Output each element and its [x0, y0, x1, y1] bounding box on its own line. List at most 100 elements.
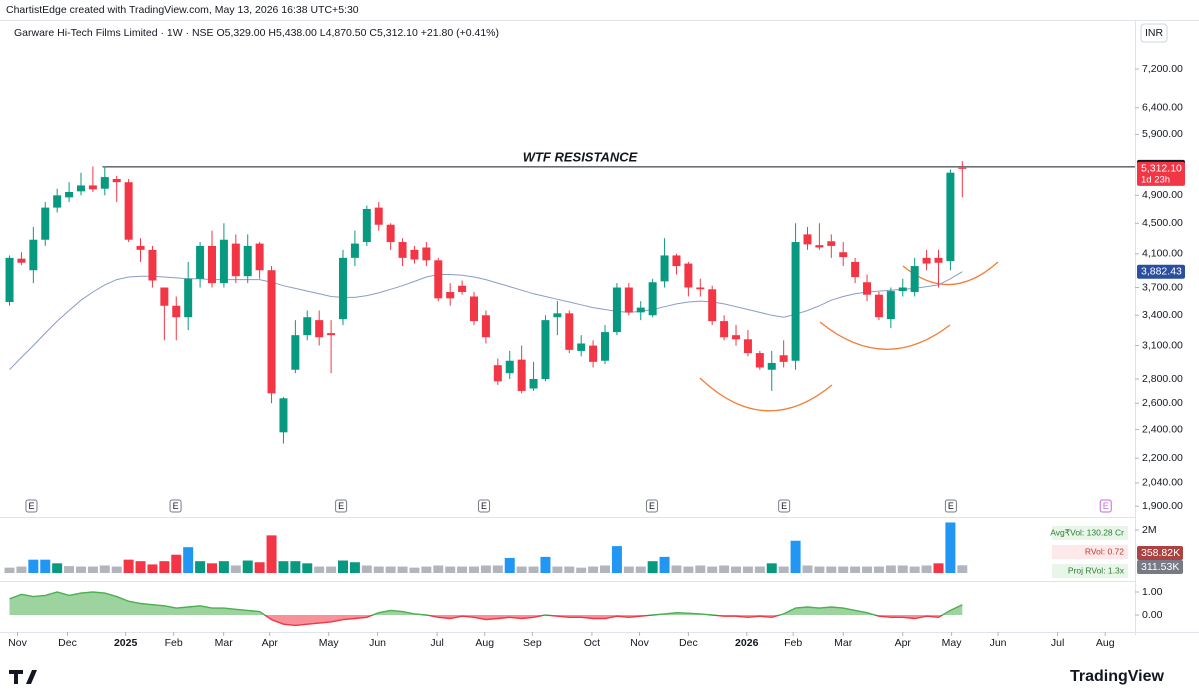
volume-bar: [302, 563, 313, 573]
volume-ma-label: 311.53K: [1141, 561, 1179, 573]
candle-body: [231, 243, 240, 277]
y-tick-label: 2,040.00: [1142, 477, 1183, 489]
volume-bar: [611, 546, 622, 573]
currency: INR: [1145, 27, 1164, 39]
candle-body: [660, 255, 669, 282]
candle-body: [827, 241, 836, 246]
volume-bar: [814, 566, 825, 573]
y-tick-label: 2,400.00: [1142, 423, 1183, 435]
volume-bar: [552, 566, 563, 573]
volume-bar: [576, 567, 587, 573]
y-tick-label: 1,900.00: [1142, 500, 1183, 512]
candle-body: [934, 257, 943, 263]
candle-body: [612, 287, 621, 333]
candle-body: [601, 332, 610, 361]
earnings-marker: [1099, 499, 1112, 513]
candle-body: [17, 258, 26, 263]
currency-box[interactable]: [1140, 23, 1168, 43]
candle-body: [839, 252, 848, 258]
y-tick-label: 2,800.00: [1142, 373, 1183, 385]
volume-bar: [290, 561, 301, 573]
volume-stat-box: [1052, 564, 1128, 578]
candle-body: [76, 185, 85, 192]
volume-bar: [338, 560, 349, 573]
volume-bar: [195, 561, 206, 573]
volume-bar: [266, 535, 277, 573]
candle-body: [243, 245, 252, 277]
divider: [0, 20, 1199, 21]
volume-bar: [75, 566, 86, 573]
volume-bar: [945, 522, 956, 573]
volume-bar: [659, 556, 670, 573]
x-tick-label: Jul: [430, 637, 443, 649]
candle-body: [374, 207, 383, 225]
candle-body: [505, 360, 514, 374]
candle-body: [327, 333, 336, 336]
volume-bar: [28, 559, 39, 573]
volume-bar: [731, 566, 742, 573]
volume-bar: [480, 565, 491, 573]
volume-bar: [326, 566, 337, 573]
volume-bar: [778, 566, 789, 573]
volume-bar: [754, 566, 765, 573]
candle-body: [196, 245, 205, 279]
brand-logo: [9, 670, 37, 684]
candle-body: [362, 209, 371, 243]
x-tick-label: May: [942, 637, 963, 649]
volume-bar: [349, 562, 360, 573]
candle-body: [446, 291, 455, 299]
y-tick-label: 4,500.00: [1142, 217, 1183, 229]
earnings-label: E: [649, 501, 655, 511]
oscillator-line: [9, 591, 963, 627]
volume-bar: [87, 566, 98, 573]
volume-ma-box: [1137, 560, 1183, 574]
x-tick-label: Feb: [784, 637, 802, 649]
y-tick-label: 4,900.00: [1142, 189, 1183, 201]
y-tick-label: 5,900.00: [1142, 128, 1183, 140]
volume-stat-box: [1052, 526, 1128, 540]
x-tick-label: Feb: [165, 637, 183, 649]
volume-bar: [373, 566, 384, 573]
x-tick-label: Oct: [584, 637, 600, 649]
candle-body: [767, 362, 776, 370]
candle-body: [672, 255, 681, 267]
ma-label-box: [1137, 264, 1185, 279]
candle-body: [696, 287, 705, 290]
volume-last-box: [1137, 546, 1183, 560]
candle-body: [946, 172, 955, 262]
candle-body: [100, 177, 109, 189]
volume-bar: [850, 566, 861, 573]
volume-bar: [885, 565, 896, 573]
volume-bar: [40, 559, 51, 573]
volume-bar: [600, 565, 611, 573]
volume-bar: [802, 565, 813, 573]
credit: ChartistEdge created with TradingView.co…: [6, 4, 359, 16]
earnings-label: E: [28, 501, 34, 511]
candle-body: [386, 224, 395, 243]
earnings-marker: [335, 499, 348, 513]
candle-body: [851, 261, 860, 278]
candle-body: [434, 260, 443, 299]
volume-bar: [957, 565, 968, 573]
x-tick-label: Jun: [990, 637, 1007, 649]
volume-bar: [135, 561, 146, 573]
candle-body: [863, 282, 872, 295]
candle-body: [136, 245, 145, 250]
candle-body: [732, 335, 741, 340]
earnings-marker: [645, 499, 658, 513]
candle-body: [184, 278, 193, 318]
candle-body: [279, 398, 288, 433]
volume-bar: [278, 561, 289, 573]
candle-body: [743, 339, 752, 354]
candle-body: [517, 359, 526, 391]
x-tick-label: 2026: [735, 637, 759, 649]
volume-bar: [707, 566, 718, 573]
candle-body: [529, 378, 538, 389]
candle-body: [481, 315, 490, 338]
earnings-marker: [944, 499, 957, 513]
candle-body: [720, 321, 729, 338]
volume-bar: [457, 566, 468, 573]
candle-body: [624, 287, 633, 313]
volume-bar: [171, 554, 182, 573]
